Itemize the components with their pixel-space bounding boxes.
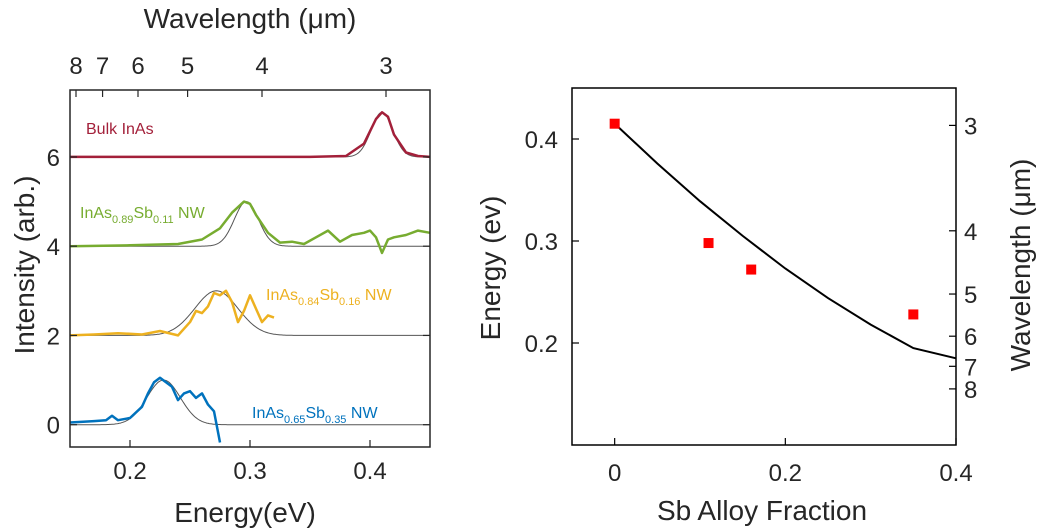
x-tick-label: 0.4 <box>939 460 972 487</box>
series-label-0: Bulk InAs <box>86 121 154 138</box>
y-tick-label: 0.3 <box>525 229 558 256</box>
y-tick-label: 0 <box>47 413 60 440</box>
top-axis-label: Wavelength (μm) <box>144 3 357 34</box>
y-tick-label: 4 <box>47 234 60 261</box>
fit-curve-group <box>614 122 957 360</box>
spectrum-line-0 <box>70 111 431 159</box>
series-labels: Bulk InAs InAs0.89Sb0.11 NW InAs0.84Sb0.16… <box>80 121 392 426</box>
x-tick-label: 0 <box>608 460 621 487</box>
top-tick-label: 7 <box>96 53 109 80</box>
x-axis-label-right: Sb Alloy Fraction <box>657 495 867 526</box>
data-point <box>746 264 757 275</box>
x-tick-label: 0.2 <box>113 458 146 485</box>
right-panel: 0 0.2 0.4 0.2 0.3 0.4 3 4 5 6 78 Sb Alloy Fracti… <box>475 87 1036 526</box>
series-label-2: InAs0.84Sb0.16 NW <box>266 287 392 308</box>
spectrum-line-3 <box>69 376 222 443</box>
spectrum-line-2 <box>69 289 275 337</box>
right-tick-label: 8 <box>964 377 977 404</box>
right-tick-label: 3 <box>964 113 977 140</box>
x-tick-label: 0.2 <box>769 460 802 487</box>
y-tick-label: 6 <box>47 145 60 172</box>
data-points <box>609 118 919 320</box>
y-tick-label: 2 <box>47 323 60 350</box>
spectrum-line-1 <box>69 200 431 255</box>
y-tick-label: 0.2 <box>525 331 558 358</box>
right-tick-label: 5 <box>964 282 977 309</box>
top-tick-label: 3 <box>379 53 392 80</box>
series-label-1: InAs0.89Sb0.11 NW <box>80 205 206 226</box>
fit-curve <box>614 122 957 360</box>
top-tick-label: 6 <box>131 53 144 80</box>
data-point <box>703 238 714 249</box>
y-tick-group: 0 2 4 6 <box>47 145 430 440</box>
data-point <box>908 309 919 320</box>
x-axis-label: Energy(eV) <box>174 497 316 528</box>
y-axis-label-right: Energy (ev) <box>475 196 506 341</box>
fit-curves <box>70 111 430 426</box>
x-tick-group: 0.2 0.3 0.4 <box>113 440 387 485</box>
top-tick-label: 4 <box>255 53 268 80</box>
x-tick-label: 0.3 <box>233 458 266 485</box>
left-plot-frame <box>69 89 431 448</box>
x-tick-label: 0.4 <box>353 458 386 485</box>
wavelength-axis-label: Wavelength (μm) <box>1005 159 1036 372</box>
series-label-3: InAs0.65Sb0.35 NW <box>252 405 378 426</box>
right-plot-frame <box>571 87 957 446</box>
right-tick-group: 3 4 5 6 78 <box>949 113 977 404</box>
x-tick-group: 0 0.2 0.4 <box>608 438 973 487</box>
top-tick-label: 5 <box>181 53 194 80</box>
fit-line-2 <box>70 290 430 336</box>
top-tick-label: 8 <box>69 53 82 80</box>
y-tick-group: 0.2 0.3 0.4 <box>525 127 579 358</box>
y-tick-label: 0.4 <box>525 127 558 154</box>
right-tick-label: 7 <box>964 354 977 381</box>
data-point <box>609 118 620 129</box>
y-axis-label: Intensity (arb.) <box>9 176 40 355</box>
spectra <box>69 111 431 443</box>
right-tick-label: 6 <box>964 324 977 351</box>
right-tick-label: 4 <box>964 219 977 246</box>
